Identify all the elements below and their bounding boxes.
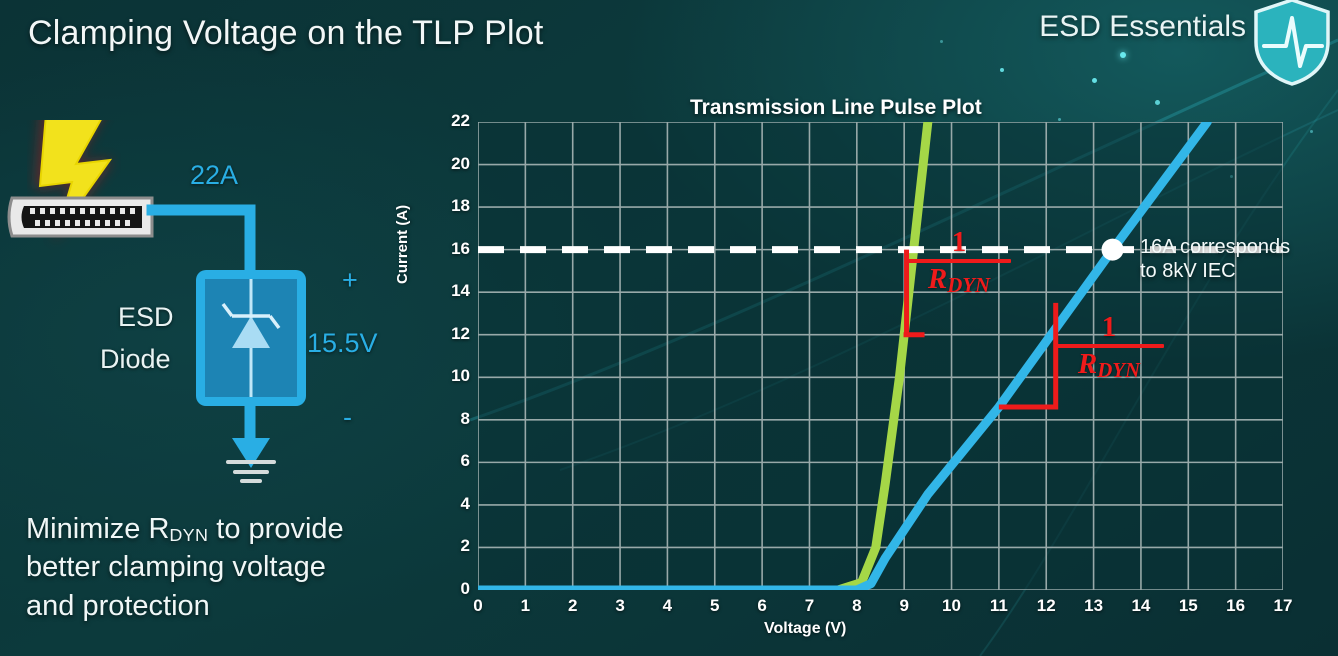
- data-markers: [1101, 238, 1124, 261]
- current-arrow: [232, 438, 270, 468]
- statement-line1-sub: DYN: [169, 525, 209, 546]
- x-tick-0: 0: [473, 596, 483, 615]
- callout-line2: to 8kV IEC: [1140, 259, 1236, 282]
- callout-line1: 16A corresponds: [1140, 236, 1291, 258]
- slope-blue: [998, 302, 1059, 410]
- esd-label-line1: ESD: [118, 302, 174, 332]
- clamping-voltage-label: 15.5V: [307, 328, 378, 358]
- x-tick-17: 17: [1273, 596, 1293, 615]
- y-axis-label: Current (A): [394, 204, 411, 284]
- y-tick-22: 22: [451, 111, 470, 130]
- data-curves: [478, 122, 1212, 590]
- page-title: Clamping Voltage on the TLP Plot: [28, 14, 544, 52]
- clamping-point: [1101, 238, 1124, 261]
- rdyn-annotation-blue: 1 RDYN: [1054, 313, 1164, 382]
- x-tick-7: 7: [804, 596, 815, 615]
- x-tick-3: 3: [615, 596, 625, 615]
- esd-label-line2: Diode: [100, 344, 171, 374]
- statement-line3: and protection: [26, 589, 210, 622]
- y-tick-6: 6: [460, 451, 470, 471]
- statement-line1-pre: Minimize R: [26, 513, 170, 545]
- x-tick-13: 13: [1084, 596, 1104, 615]
- polarity-minus-label: -: [343, 402, 352, 432]
- x-tick-1: 1: [520, 596, 531, 615]
- y-tick-4: 4: [460, 493, 470, 513]
- surge-current-label: 22A: [190, 160, 239, 190]
- y-tick-16: 16: [451, 238, 470, 258]
- x-tick-15: 15: [1178, 596, 1198, 615]
- x-tick-14: 14: [1131, 596, 1151, 615]
- y-tick-14: 14: [451, 281, 470, 301]
- esd-circuit-diagram: ESD Diode 22A 15.5V + -: [0, 107, 430, 500]
- x-tick-11: 11: [989, 596, 1008, 615]
- x-tick-9: 9: [899, 596, 909, 615]
- x-tick-2: 2: [567, 596, 578, 615]
- summary-statement: Minimize RDYN to provide better clamping…: [26, 510, 446, 625]
- y-tick-8: 8: [460, 408, 470, 428]
- x-tick-12: 12: [1036, 596, 1056, 615]
- curve-1: [478, 122, 1212, 590]
- polarity-plus-label: +: [342, 265, 358, 295]
- brand-label: ESD Essentials: [1039, 10, 1246, 43]
- ground-symbol-icon: [226, 460, 276, 483]
- x-tick-10: 10: [942, 596, 961, 615]
- hdmi-connector-icon: [7, 196, 154, 238]
- x-axis-label: Voltage (V): [764, 620, 847, 637]
- slope-indicators: [903, 249, 1059, 410]
- y-tick-2: 2: [460, 536, 470, 556]
- shield-pulse-icon: [1254, 0, 1330, 86]
- y-tick-10: 10: [451, 366, 470, 386]
- y-tick-12: 12: [451, 323, 470, 343]
- statement-line1-post: to provide: [208, 513, 344, 545]
- tlp-chart: Transmission Line Pulse Plot Current (A)…: [394, 88, 1338, 656]
- y-tick-0: 0: [460, 579, 470, 598]
- chart-title: Transmission Line Pulse Plot: [690, 96, 982, 119]
- y-tick-20: 20: [451, 153, 470, 173]
- tvs-diode-symbol-icon: [196, 270, 306, 406]
- iec-callout: 16A corresponds to 8kV IEC: [1140, 236, 1338, 283]
- y-tick-18: 18: [451, 196, 470, 216]
- x-tick-16: 16: [1226, 596, 1246, 615]
- rdyn-annotation-green: 1 RDYN: [907, 228, 1011, 297]
- x-tick-8: 8: [852, 596, 862, 615]
- statement-line2: better clamping voltage: [26, 551, 326, 584]
- x-tick-6: 6: [757, 596, 767, 615]
- plot-area: [478, 122, 1283, 590]
- x-tick-5: 5: [710, 596, 720, 615]
- x-tick-4: 4: [662, 596, 673, 615]
